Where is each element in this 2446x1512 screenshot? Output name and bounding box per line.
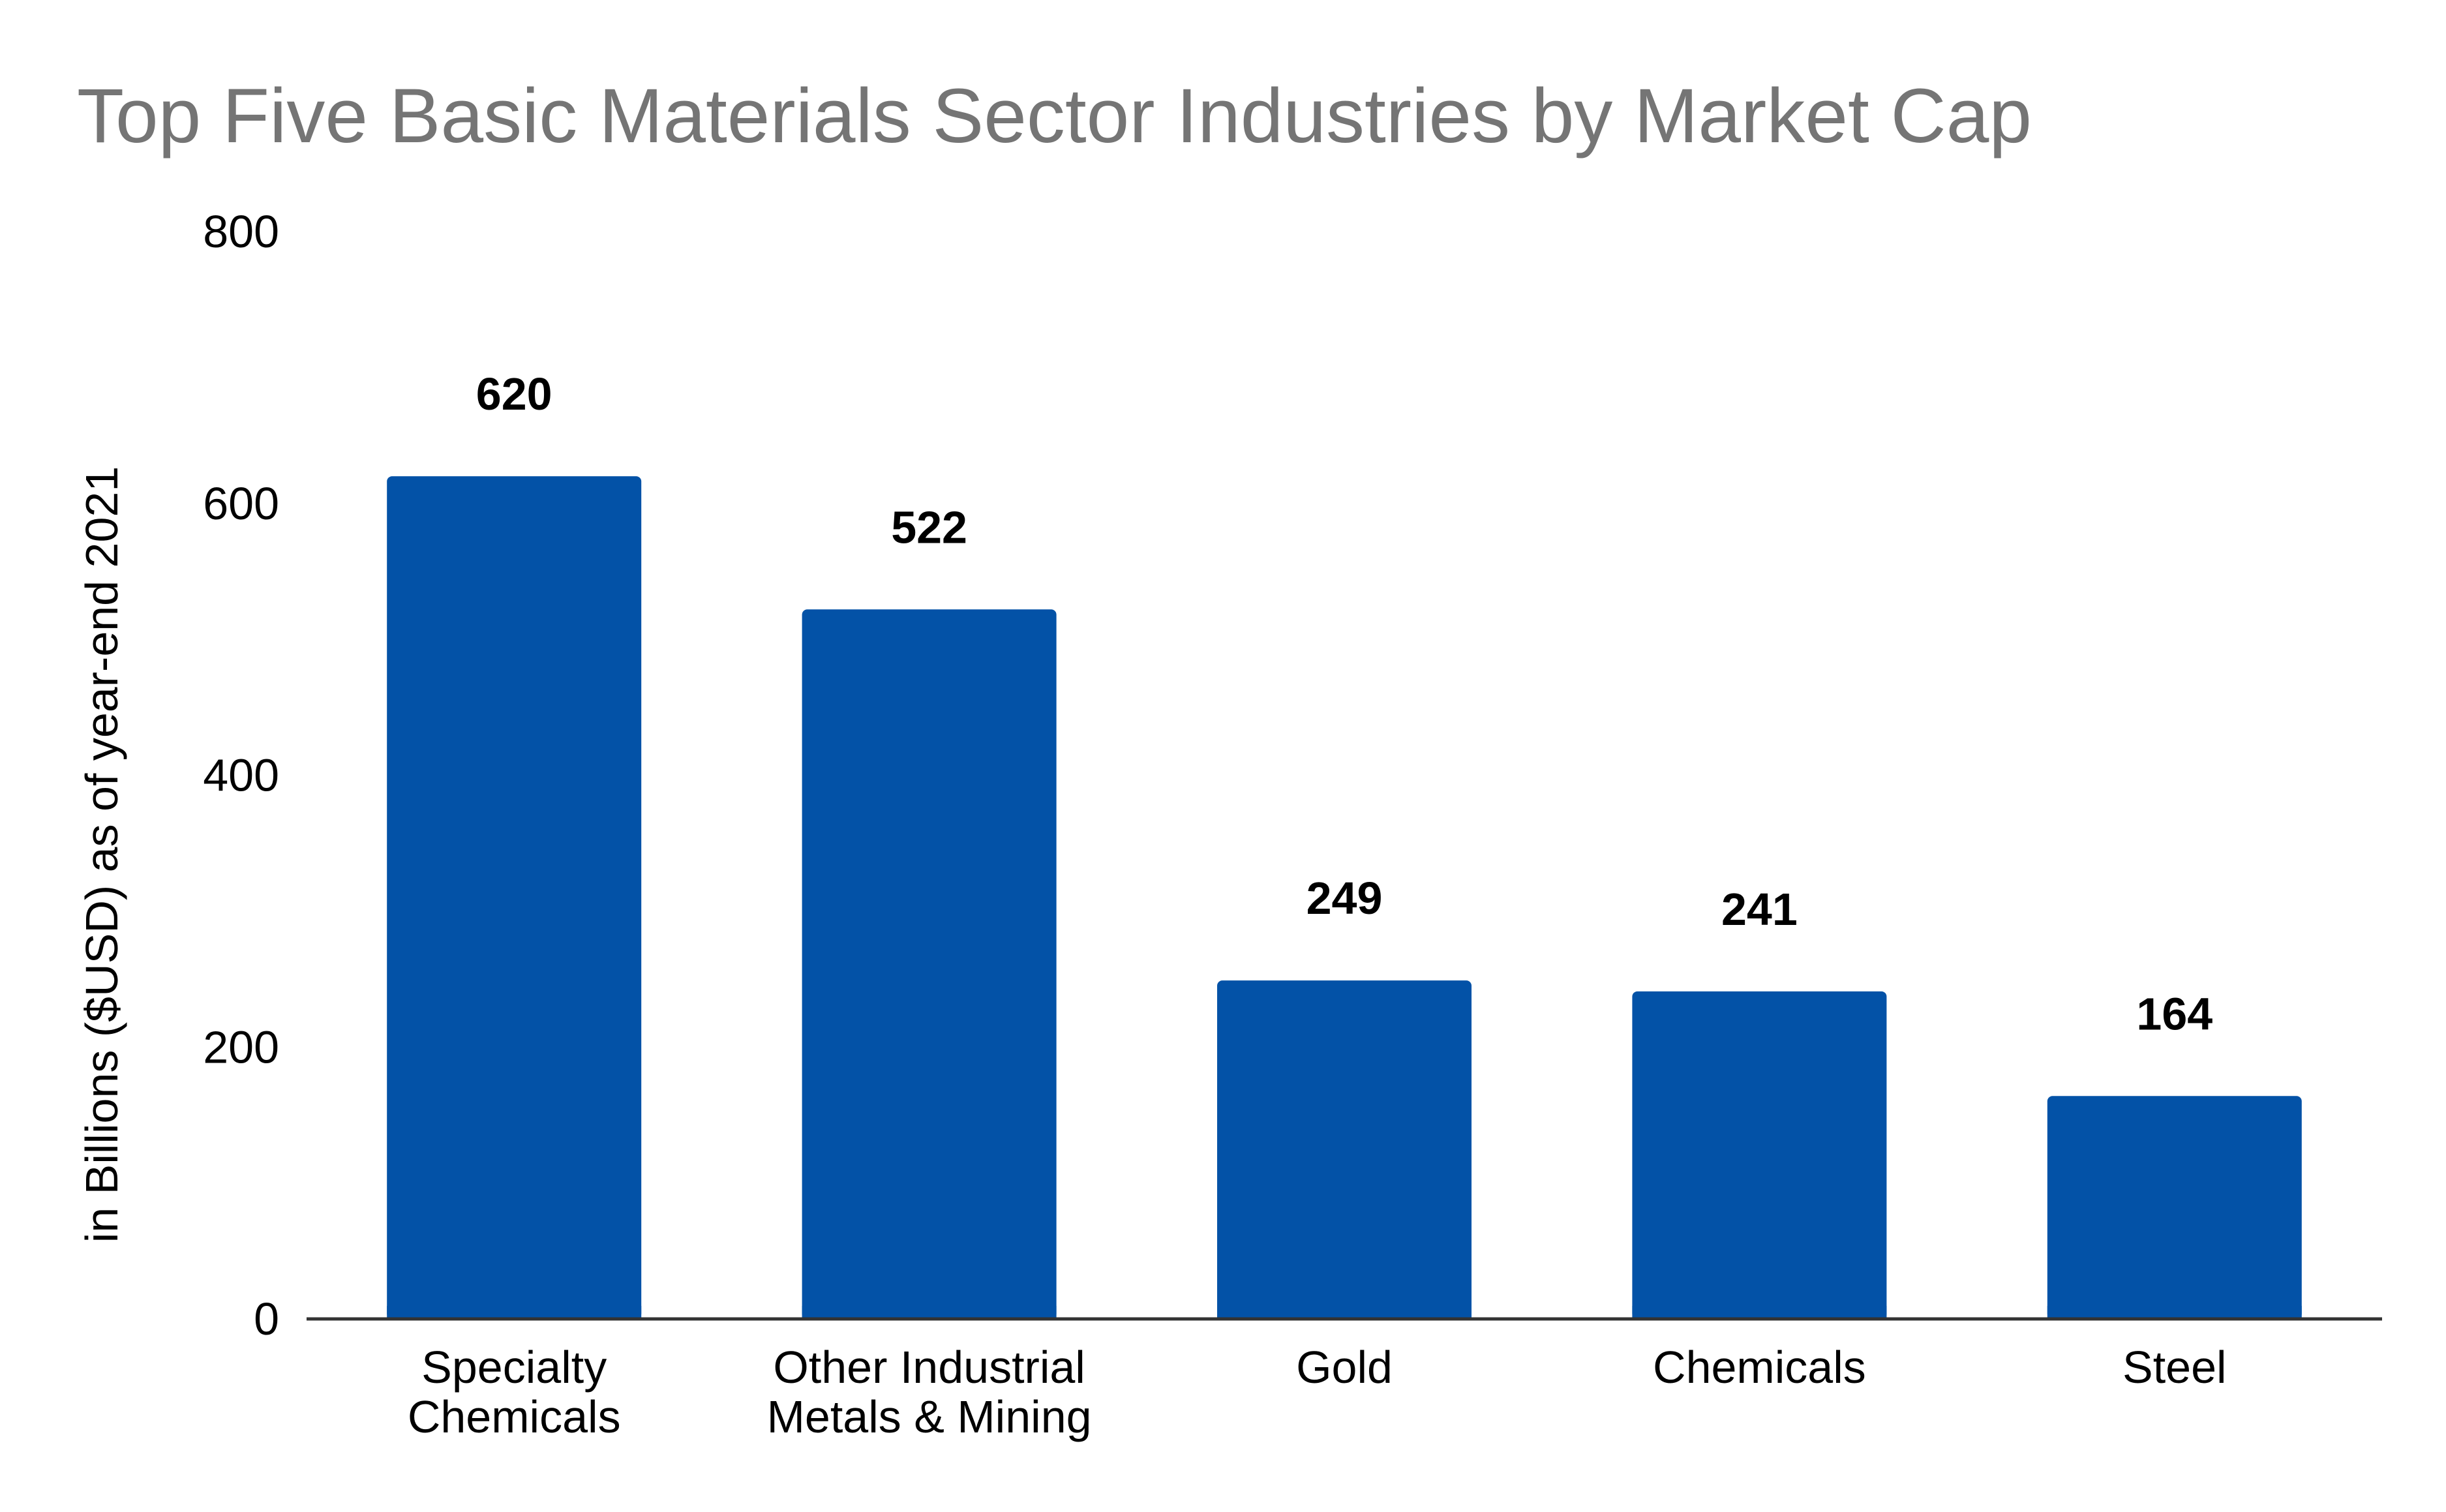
x-tick-label: Metals & Mining <box>767 1391 1092 1442</box>
x-tick-label: Other Industrial <box>773 1342 1085 1393</box>
y-tick-label: 400 <box>203 750 279 801</box>
y-tick-label: 800 <box>203 206 279 257</box>
data-label: 522 <box>891 502 967 552</box>
bar-base <box>387 1306 642 1319</box>
y-tick-label: 200 <box>203 1021 279 1072</box>
bar <box>802 609 1057 1319</box>
x-tick-label: Chemicals <box>1653 1342 1866 1393</box>
y-axis-label: in Billions ($USD) as of year-end 2021 <box>76 466 127 1243</box>
x-tick-label: Steel <box>2122 1342 2227 1393</box>
y-tick-label: 600 <box>203 478 279 529</box>
x-tick-label: Specialty <box>421 1342 607 1393</box>
data-labels: 620 522 249 241 164 <box>476 369 2212 1039</box>
x-tick-label: Gold <box>1296 1342 1393 1393</box>
bar-base <box>802 1306 1057 1319</box>
data-label: 249 <box>1306 873 1383 924</box>
y-tick-label: 0 <box>254 1293 279 1344</box>
bar <box>1217 980 1472 1319</box>
bar <box>2047 1096 2302 1319</box>
chart-title: Top Five Basic Materials Sector Industri… <box>77 73 2032 159</box>
data-label: 241 <box>1721 884 1798 935</box>
bars <box>387 476 2302 1320</box>
bar-base <box>1217 1306 1472 1319</box>
data-label: 164 <box>2136 988 2212 1039</box>
bar-base <box>2047 1306 2302 1319</box>
data-label: 620 <box>476 369 552 419</box>
bar <box>387 476 642 1320</box>
x-tick-label: Chemicals <box>408 1391 621 1442</box>
y-axis-ticks: 0 200 400 600 800 <box>203 206 279 1344</box>
bar <box>1632 991 1887 1319</box>
bar-base <box>1632 1306 1887 1319</box>
